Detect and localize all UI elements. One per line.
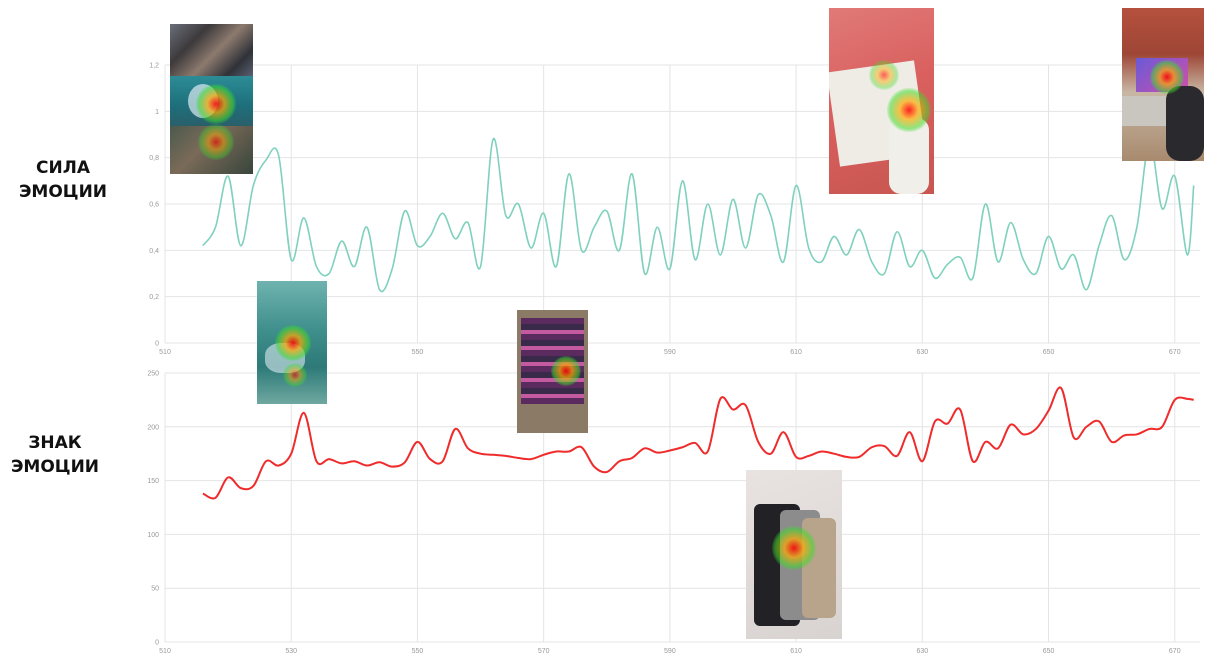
- strength-ytick-label: 0,4: [149, 248, 159, 255]
- sign-ytick-label: 200: [147, 424, 159, 431]
- sign-ytick-label: 250: [147, 371, 159, 378]
- strength-xtick-label: 610: [790, 349, 802, 356]
- strength-ytick-label: 0: [155, 341, 159, 348]
- strength-ytick-label: 1,2: [149, 63, 159, 70]
- sign-label: ЗНАК ЭМОЦИИ: [10, 431, 100, 479]
- sign-xtick-label: 570: [538, 648, 550, 655]
- sign-label-line1: ЗНАК: [28, 433, 82, 453]
- strength-series-line: [202, 138, 1195, 293]
- strength-label-line2: ЭМОЦИИ: [18, 182, 108, 202]
- strength-ytick-label: 0,8: [149, 155, 159, 162]
- strength-label: СИЛА ЭМОЦИИ: [18, 156, 108, 204]
- thumbnail-underwater: [257, 281, 327, 404]
- sign-xtick-label: 550: [412, 648, 424, 655]
- sign-xtick-label: 630: [916, 648, 928, 655]
- gaze-heatmap: [275, 325, 311, 361]
- gaze-heatmap: [887, 88, 931, 132]
- emotion-strength-chart: 00,20,40,60,811,251053055057059061063065…: [149, 63, 1200, 356]
- sign-ytick-label: 150: [147, 478, 159, 485]
- sign-xtick-label: 530: [285, 648, 297, 655]
- thumbnail-landfill: [170, 24, 253, 174]
- sign-xtick-label: 590: [664, 648, 676, 655]
- gaze-heatmap: [196, 84, 236, 124]
- landfill-image: [170, 24, 253, 76]
- sign-series-line: [202, 386, 1194, 500]
- gaze-heatmap: [869, 60, 899, 90]
- sign-xtick-label: 670: [1169, 648, 1181, 655]
- strength-xtick-label: 650: [1043, 349, 1055, 356]
- strength-xtick-label: 550: [412, 349, 424, 356]
- sign-xtick-label: 510: [159, 648, 171, 655]
- sign-ytick-label: 50: [151, 586, 159, 593]
- gaze-heatmap: [198, 124, 234, 160]
- thumbnail-hanging-clothes: [746, 470, 842, 639]
- thumbnail-plaid-shirt: [517, 310, 588, 433]
- strength-label-line1: СИЛА: [36, 158, 90, 178]
- strength-xtick-label: 590: [664, 349, 676, 356]
- thumbnail-laptop: [1122, 8, 1204, 161]
- strength-ytick-label: 1: [155, 109, 159, 116]
- sign-xtick-label: 650: [1043, 648, 1055, 655]
- strength-ytick-label: 0,2: [149, 294, 159, 301]
- sign-ytick-label: 0: [155, 640, 159, 647]
- sign-label-line2: ЭМОЦИИ: [10, 457, 100, 477]
- gaze-heatmap: [283, 363, 307, 387]
- emotion-sign-chart: 0 50 100 150 200 250 510 530 550 570 590 610 630 650 6…: [147, 371, 1200, 655]
- gaze-heatmap: [1150, 60, 1184, 94]
- strength-xtick-label: 510: [159, 349, 171, 356]
- thumbnail-reading-book: [829, 8, 934, 194]
- strength-ytick-label: 0,6: [149, 202, 159, 209]
- sign-ytick-label: 100: [147, 532, 159, 539]
- strength-xtick-label: 630: [916, 349, 928, 356]
- gaze-heatmap: [772, 526, 816, 570]
- gaze-heatmap: [551, 356, 581, 386]
- strength-xtick-label: 670: [1169, 349, 1181, 356]
- person-arm: [1166, 86, 1204, 161]
- sign-xtick-label: 610: [790, 648, 802, 655]
